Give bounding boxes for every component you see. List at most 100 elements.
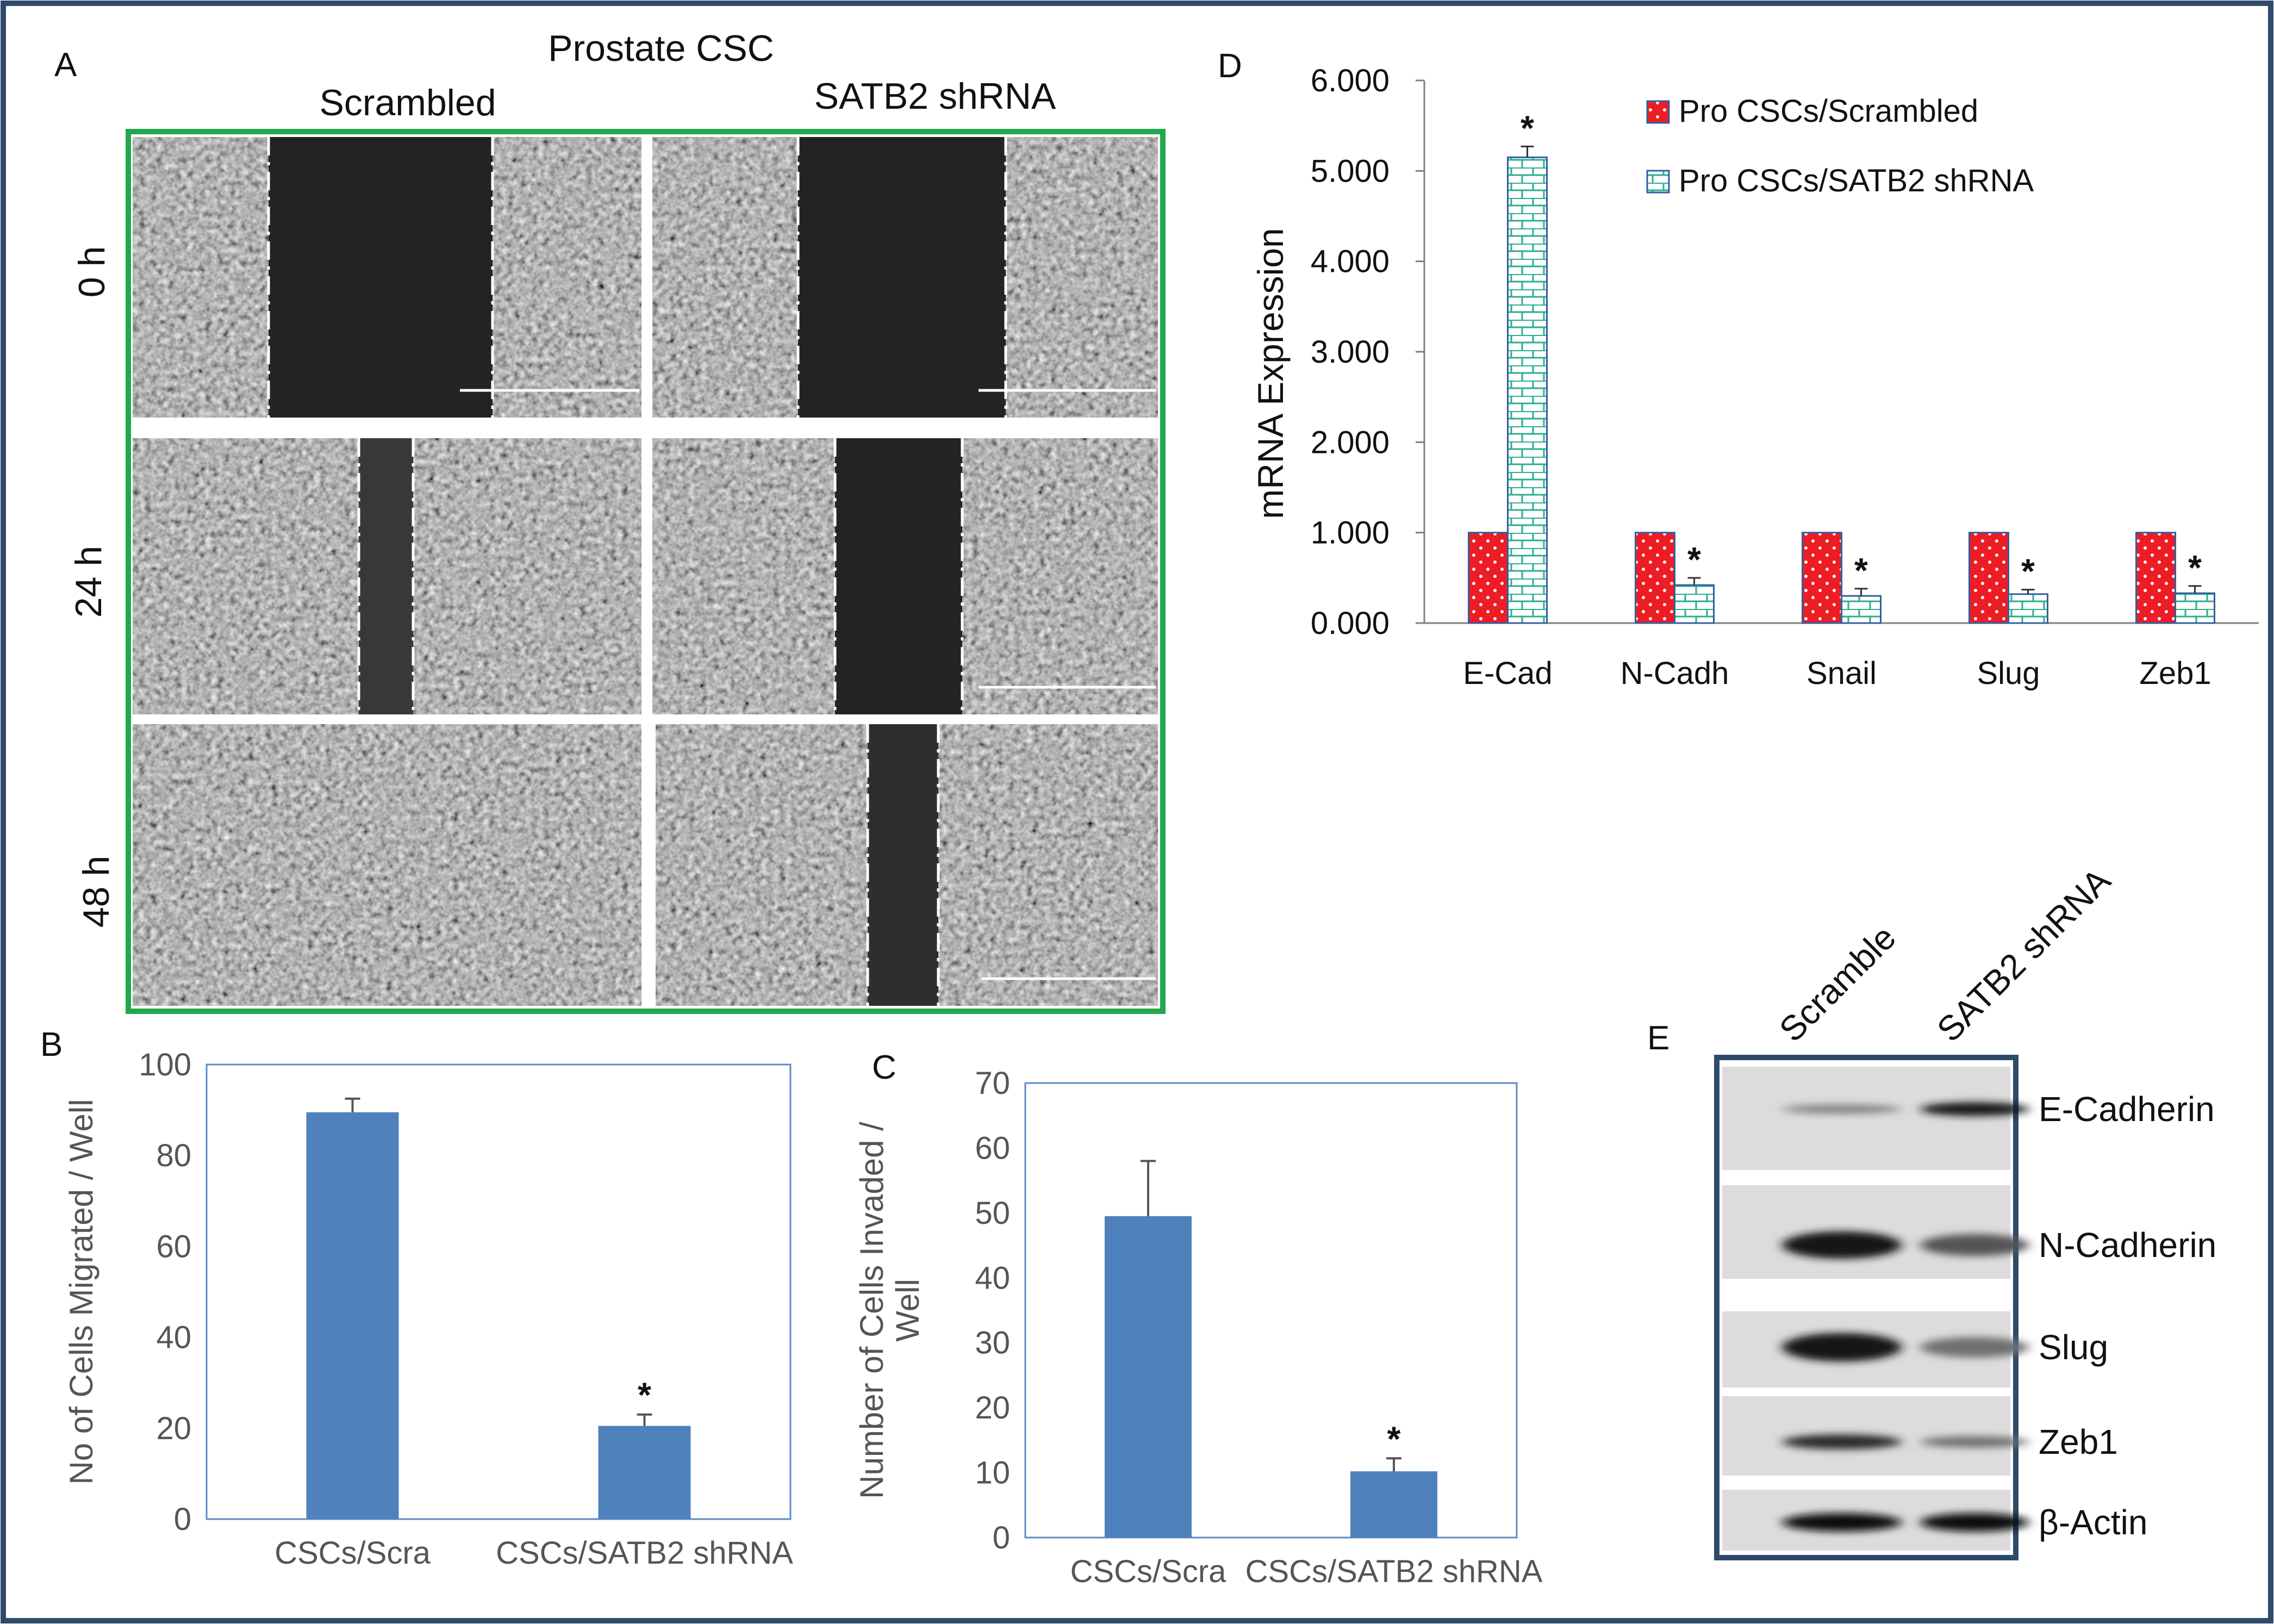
y-tick-label: 3.000: [1311, 334, 1390, 370]
x-tick-label: Snail: [1806, 656, 1877, 691]
blot-band: [1782, 1333, 1902, 1362]
y-axis-label: No of Cells Migrated / Well: [63, 1099, 99, 1484]
plot-area: [1024, 1082, 1518, 1539]
bar: [2008, 593, 2048, 624]
y-tick-label: 5.000: [1311, 153, 1390, 189]
significance-star: *: [1854, 551, 1868, 590]
y-tick-label: 6.000: [1311, 63, 1390, 98]
blot-band: [1920, 1513, 2029, 1532]
y-axis-label: Well: [889, 1279, 926, 1342]
significance-star: *: [1387, 1419, 1401, 1458]
panel-b: B 0 20 40 60 80 100 CSCs/Scra CSCs/SATB2 shRNA *…: [40, 1026, 793, 1571]
chart-c: 0 10 20 30 40 50 60 70 CSCs/Scra CSCs/SATB2 shRNA…: [853, 1066, 1543, 1589]
panel-a-title: Prostate CSC: [548, 28, 774, 69]
bar: [1507, 156, 1548, 624]
blot-band: [1782, 1434, 1902, 1449]
y-tick-label: 0: [993, 1520, 1010, 1555]
chart-d: 0.000 1.000 2.000 3.000 4.000 5.000 6.000 * E-Ca…: [1250, 63, 2259, 691]
legend: Pro CSCs/Scrambled Pro CSCs/SATB2 shRNA: [1646, 94, 2034, 198]
y-tick-label: 40: [975, 1260, 1010, 1296]
x-tick-label: CSCs/SATB2 shRNA: [1245, 1554, 1543, 1589]
blot-band: [1782, 1104, 1902, 1114]
significance-star: *: [2188, 548, 2202, 587]
protein-label: N-Cadherin: [2039, 1225, 2216, 1265]
blot-band: [1920, 1436, 2029, 1448]
micrograph-shrna-24h: [652, 438, 1158, 714]
bar: [1105, 1216, 1192, 1538]
x-tick-label: N-Cadh: [1621, 656, 1729, 691]
micrograph-shrna-0h: [652, 137, 1158, 418]
significance-star: *: [638, 1376, 651, 1415]
blot-band: [1920, 1102, 2029, 1116]
y-tick-label: 10: [975, 1455, 1010, 1491]
protein-label: Slug: [2039, 1328, 2108, 1367]
panel-c: C 0 10 20 30 40 50 60 70 CSCs/Scra CSCs/SATB2 shR…: [853, 1049, 1543, 1589]
bar: [2175, 592, 2215, 624]
x-tick-label: Slug: [1977, 656, 2040, 691]
y-tick-label: 0: [174, 1502, 191, 1537]
y-tick-label: 30: [975, 1326, 1010, 1361]
significance-star: *: [1687, 540, 1701, 579]
blot-band: [1782, 1513, 1902, 1532]
x-tick-label: CSCs/SATB2 shRNA: [496, 1535, 793, 1571]
bar: [1674, 584, 1715, 624]
y-tick-label: 100: [139, 1047, 191, 1082]
y-tick-label: 2.000: [1311, 425, 1390, 460]
significance-star: *: [2021, 551, 2035, 590]
y-tick-label: 40: [156, 1320, 191, 1355]
micrograph-scrambled-48h: [133, 724, 641, 1006]
bar: [306, 1112, 399, 1519]
x-tick-label: Zeb1: [2139, 656, 2211, 691]
panel-b-label: B: [40, 1026, 63, 1063]
protein-label: E-Cadherin: [2039, 1090, 2215, 1129]
blot-band: [1920, 1337, 2029, 1358]
micrograph-scrambled-24h: [133, 438, 641, 714]
column-header-scrambled: Scrambled: [319, 82, 496, 123]
western-blot: E-Cadherin N-Cadherin Slug Zeb1 β-Actin: [1722, 1067, 2216, 1551]
legend-label-shrna: Pro CSCs/SATB2 shRNA: [1679, 163, 2034, 198]
y-tick-label: 1.000: [1311, 515, 1390, 551]
blot-band: [1782, 1231, 1902, 1259]
bar: [2135, 532, 2176, 624]
micrograph-scrambled-0h: [133, 137, 641, 418]
panel-a: A Prostate CSC Scrambled SATB2 shRNA: [54, 28, 1166, 1014]
panel-d: D 0.000 1.000 2.000 3.000 4.000 5.000 6.000 * E-…: [1218, 47, 2259, 691]
y-tick-label: 50: [975, 1196, 1010, 1231]
row-label-48h: 48 h: [76, 856, 117, 928]
legend-label-scrambled: Pro CSCs/Scrambled: [1679, 94, 1978, 129]
bar: [1968, 532, 2009, 624]
blot-band: [1920, 1234, 2029, 1256]
significance-star: *: [1521, 108, 1534, 147]
bar: [1468, 532, 1509, 624]
blot-strip: [1722, 1185, 2010, 1279]
bar: [1350, 1471, 1437, 1538]
bar: [1635, 532, 1675, 624]
y-tick-label: 20: [156, 1411, 191, 1446]
protein-label: β-Actin: [2039, 1503, 2147, 1542]
x-tick-label: E-Cad: [1463, 656, 1552, 691]
x-tick-label: CSCs/Scra: [1070, 1554, 1227, 1589]
panel-c-label: C: [872, 1049, 896, 1086]
plot-area: [205, 1063, 792, 1520]
bar: [598, 1426, 691, 1519]
row-label-0h: 0 h: [71, 246, 113, 298]
bar: [1841, 595, 1881, 624]
x-tick-label: CSCs/Scra: [275, 1535, 431, 1571]
y-tick-label: 60: [975, 1130, 1010, 1166]
legend-swatch-scrambled: [1646, 100, 1670, 124]
panel-d-label: D: [1218, 47, 1242, 85]
y-axis-label: mRNA Expression: [1250, 228, 1291, 519]
y-tick-label: 20: [975, 1390, 1010, 1426]
column-header-shrna: SATB2 shRNA: [814, 76, 1056, 117]
legend-swatch-shrna: [1646, 170, 1670, 194]
panel-e-label: E: [1647, 1019, 1669, 1057]
panel-a-label: A: [54, 46, 77, 84]
y-axis-label: Number of Cells Invaded /: [853, 1122, 890, 1499]
y-tick-label: 70: [975, 1066, 1010, 1101]
y-tick-label: 0.000: [1311, 606, 1390, 641]
bar: [1802, 532, 1842, 624]
blot-strip: [1722, 1067, 2010, 1170]
protein-label: Zeb1: [2039, 1422, 2118, 1461]
